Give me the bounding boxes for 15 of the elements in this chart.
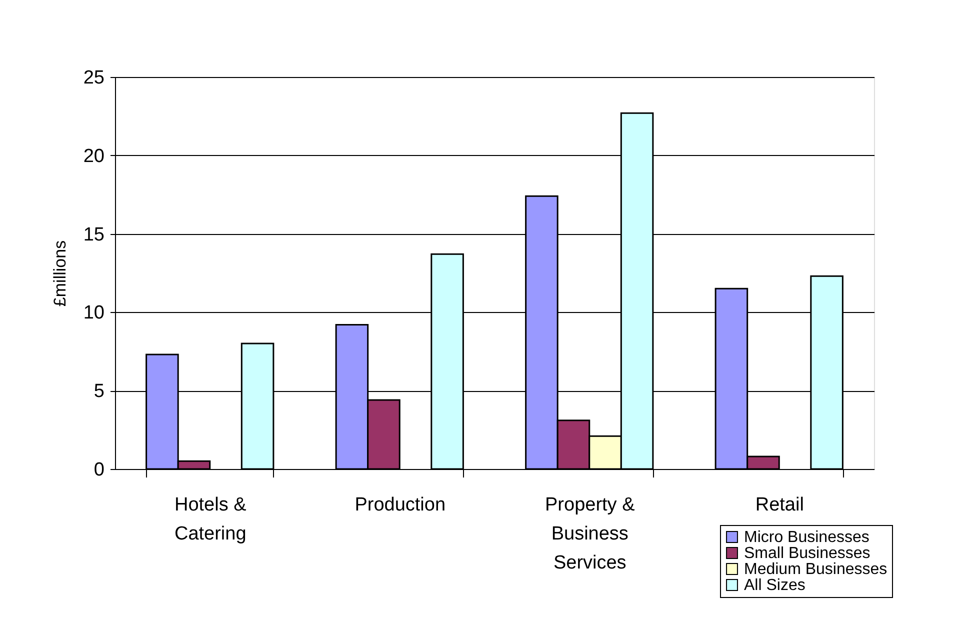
- legend-label: All Sizes: [744, 577, 806, 594]
- y-tick-label: 5: [94, 381, 104, 402]
- y-tick-label: 10: [83, 302, 104, 324]
- y-tick-label: 25: [83, 68, 104, 88]
- legend-label: Medium Businesses: [744, 561, 888, 578]
- legend-label: Micro Businesses: [744, 529, 870, 546]
- y-tick-label: 15: [83, 224, 104, 246]
- x-tick-label: Retail: [755, 494, 804, 516]
- x-tick-label: Production: [354, 494, 446, 516]
- y-tick-label: 0: [94, 460, 104, 480]
- x-tick-label: Hotels & Catering: [174, 494, 247, 544]
- x-tick-label: Property & Business Services: [544, 494, 636, 574]
- y-axis-title: £millions: [50, 240, 70, 307]
- legend-label: Small Businesses: [744, 545, 870, 562]
- y-tick-label: 20: [83, 146, 104, 167]
